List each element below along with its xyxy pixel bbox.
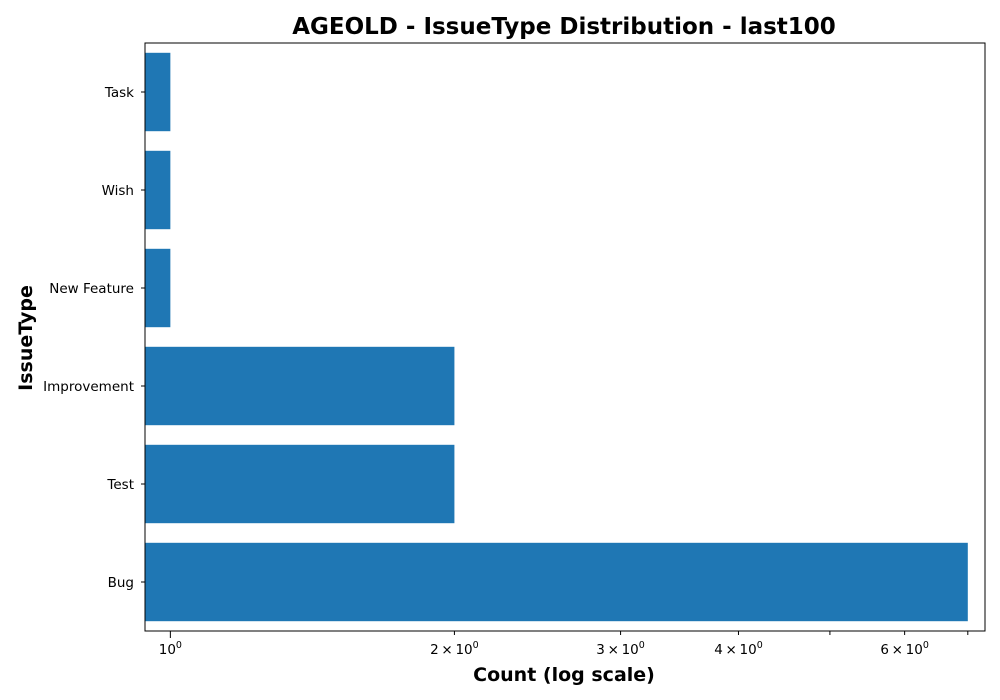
chart-title: AGEOLD - IssueType Distribution - last10… (292, 14, 836, 40)
bar-improvement (145, 346, 455, 426)
bar-task (145, 52, 171, 132)
y-tick-label: Wish (102, 183, 134, 199)
bar-wish (145, 150, 171, 230)
x-tick-label: 2 × 100 (430, 640, 479, 658)
x-tick-label: 4 × 100 (714, 640, 763, 658)
plot-frame (144, 42, 986, 632)
x-tick-label: 6 × 100 (880, 640, 929, 658)
bar-new-feature (145, 248, 171, 328)
bar-bug (145, 542, 968, 622)
plot-area: Bug Test Improvement New Feature Wish Task 100… (43, 42, 986, 658)
y-tick-label: Task (104, 85, 134, 101)
bar-test (145, 444, 455, 524)
y-axis-label: IssueType (15, 285, 37, 391)
y-tick-label: Test (106, 477, 134, 493)
y-tick-label: Improvement (43, 379, 134, 395)
y-tick-label: New Feature (49, 281, 134, 297)
y-tick-label: Bug (108, 575, 134, 591)
x-axis-label: Count (log scale) (473, 664, 655, 686)
x-tick-label: 3 × 100 (596, 640, 645, 658)
x-tick-label: 100 (159, 640, 182, 658)
